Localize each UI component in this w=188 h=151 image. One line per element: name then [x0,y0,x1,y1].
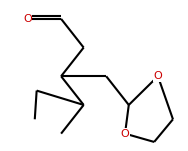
Text: O: O [23,14,32,24]
Text: O: O [154,71,162,81]
Text: O: O [121,129,129,139]
